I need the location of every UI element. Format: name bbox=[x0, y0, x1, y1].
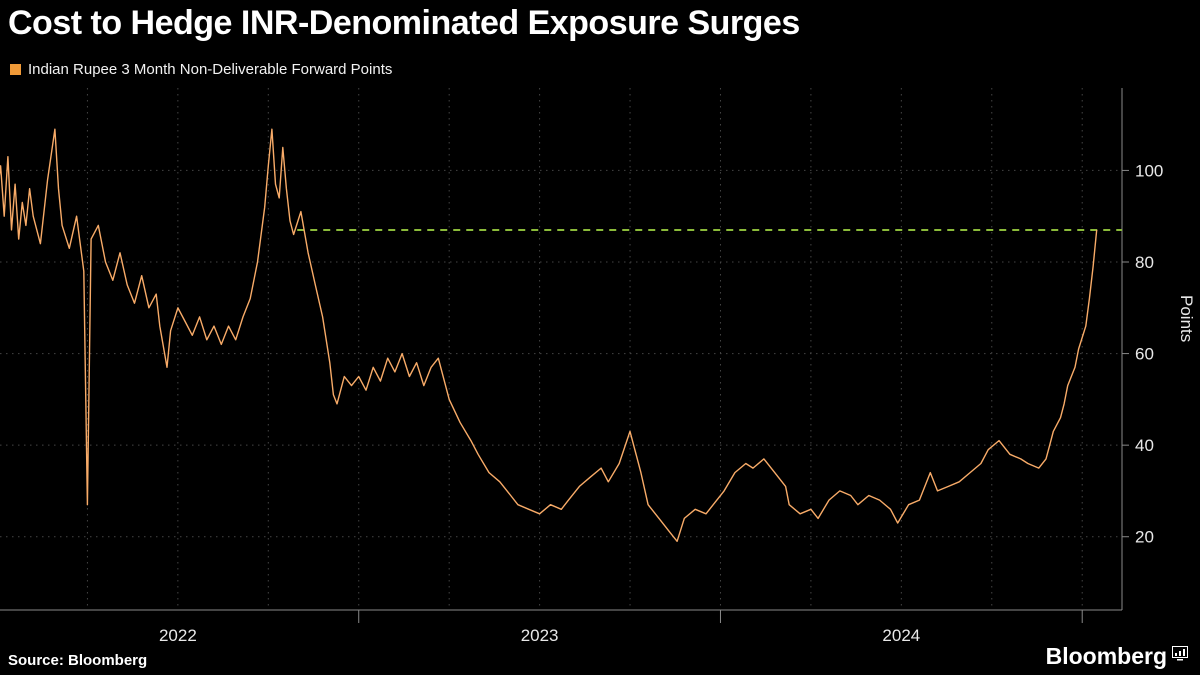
y-tick-label: 60 bbox=[1135, 345, 1154, 364]
y-tick-label: 100 bbox=[1135, 161, 1163, 180]
legend-label: Indian Rupee 3 Month Non-Deliverable For… bbox=[28, 61, 393, 78]
bloomberg-chart-icon bbox=[1172, 640, 1188, 667]
x-tick-label: 2023 bbox=[521, 626, 559, 645]
y-tick-label: 80 bbox=[1135, 253, 1154, 272]
bloomberg-logo: Bloomberg bbox=[1046, 640, 1188, 670]
x-tick-label: 2022 bbox=[159, 626, 197, 645]
y-tick-label: 40 bbox=[1135, 436, 1154, 455]
legend-marker-icon bbox=[10, 64, 21, 75]
bloomberg-wordmark: Bloomberg bbox=[1045, 643, 1167, 669]
chart-title: Cost to Hedge INR-Denominated Exposure S… bbox=[8, 4, 800, 42]
y-axis-title: Points bbox=[1177, 295, 1196, 343]
legend: Indian Rupee 3 Month Non-Deliverable For… bbox=[10, 61, 392, 78]
source-text: Source: Bloomberg bbox=[8, 652, 148, 669]
y-tick-label: 20 bbox=[1135, 528, 1154, 547]
x-tick-label: 2024 bbox=[882, 626, 920, 645]
series-line bbox=[0, 128, 1098, 542]
